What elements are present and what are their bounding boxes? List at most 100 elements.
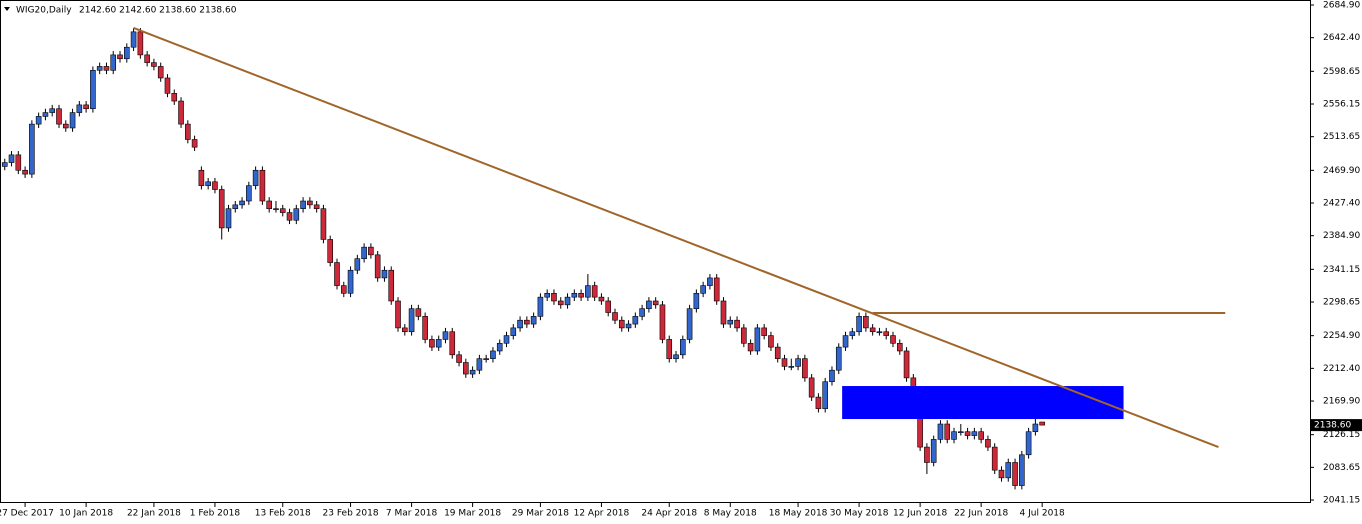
candle-body: [666, 339, 673, 359]
candle-body: [368, 246, 374, 256]
candle-body: [578, 292, 584, 298]
candle-body: [673, 354, 679, 359]
candle-body: [530, 316, 537, 325]
x-tick-label: 29 Mar 2018: [512, 509, 569, 519]
candle-body: [327, 239, 334, 263]
x-tick-label: 27 Dec 2017: [0, 509, 54, 519]
candle-body: [456, 354, 462, 363]
candle-body: [300, 200, 306, 210]
candle-body: [476, 358, 483, 371]
candle-body: [395, 300, 401, 329]
candle-body: [930, 439, 937, 463]
candle-body: [754, 327, 761, 352]
x-tick-label: 12 Apr 2018: [574, 509, 630, 519]
candle-body: [469, 369, 476, 375]
candle-body: [720, 300, 727, 325]
candle-body: [822, 381, 828, 409]
x-tick-label: 13 Feb 2018: [255, 509, 311, 519]
candle-body: [700, 285, 706, 294]
candle-body: [266, 200, 272, 210]
candle-body: [225, 208, 232, 229]
candle-body: [937, 423, 944, 440]
y-tick-label: 2469.90: [1323, 166, 1360, 176]
candle-body: [944, 423, 951, 440]
candle-body: [347, 269, 354, 294]
candle-body: [69, 112, 76, 129]
candle-body: [598, 296, 605, 302]
x-tick-label: 24 Apr 2018: [641, 509, 697, 519]
trendline: [133, 27, 1219, 449]
y-tick-label: 2083.65: [1323, 463, 1360, 473]
candle-body: [978, 431, 984, 440]
candle-body: [496, 342, 503, 352]
candle-body: [849, 331, 856, 336]
candle-body: [510, 327, 517, 336]
candle-body: [130, 31, 137, 48]
y-tick-label: 2041.15: [1323, 496, 1360, 506]
y-tick-label: 2598.65: [1323, 67, 1360, 77]
candle-body: [1025, 431, 1032, 456]
candle-body: [890, 335, 896, 344]
candle-body: [1, 162, 8, 167]
candle-body: [924, 446, 930, 463]
candle-body: [985, 439, 991, 448]
candle-body: [103, 66, 110, 71]
candle-body: [171, 93, 178, 102]
candle-body: [605, 300, 612, 313]
candle-body: [625, 323, 632, 329]
candle-body: [883, 331, 890, 336]
candle-body: [279, 208, 286, 213]
candle-body: [62, 123, 69, 129]
candle-body: [185, 123, 191, 140]
candle-body: [951, 431, 957, 440]
candle-body: [29, 123, 35, 175]
y-tick-label: 2254.90: [1323, 331, 1360, 341]
candle-body: [958, 431, 964, 434]
plot-frame: [0, 0, 1311, 503]
candle-body: [1032, 423, 1039, 433]
candle-body: [110, 54, 117, 71]
candle-body: [693, 292, 700, 309]
candle-body: [191, 139, 198, 148]
candle-body: [557, 300, 564, 306]
candle-body: [591, 285, 598, 298]
candle-body: [564, 296, 571, 306]
candle-body: [686, 308, 693, 340]
candle-body: [1012, 462, 1018, 486]
candle-body: [964, 431, 971, 436]
candle-body: [422, 316, 428, 340]
candle-body: [178, 100, 184, 125]
candle-body: [42, 112, 49, 117]
candle-body: [713, 277, 720, 302]
candle-body: [293, 208, 300, 221]
candle-body: [340, 285, 347, 294]
candle-body: [869, 327, 876, 333]
candle-body: [117, 54, 123, 60]
y-tick-label: 2298.65: [1323, 298, 1360, 308]
x-tick-label: 19 Mar 2018: [444, 509, 501, 519]
candle-body: [35, 116, 42, 125]
candle-body: [1019, 454, 1025, 486]
candle-body: [856, 316, 862, 333]
candle-body: [198, 169, 205, 186]
candle-body: [802, 358, 808, 379]
candle-body: [1039, 421, 1045, 426]
candle-body: [795, 358, 801, 367]
candle-body: [22, 169, 28, 175]
candle-body: [137, 31, 144, 56]
candle-body: [517, 319, 523, 329]
candle-body: [639, 308, 645, 317]
candle-body: [56, 108, 62, 125]
price-tag: [1310, 419, 1362, 432]
candle-body: [734, 319, 740, 329]
candle-body: [354, 258, 361, 271]
candle-body: [463, 362, 469, 375]
x-tick-label: 22 Jan 2018: [127, 509, 181, 519]
candle-body: [632, 316, 639, 325]
y-tick-label: 2212.40: [1323, 364, 1360, 374]
candle-body: [835, 346, 842, 371]
x-tick-label: 12 Jun 2018: [893, 509, 947, 519]
candle-body: [815, 396, 822, 409]
candle-body: [442, 331, 449, 340]
